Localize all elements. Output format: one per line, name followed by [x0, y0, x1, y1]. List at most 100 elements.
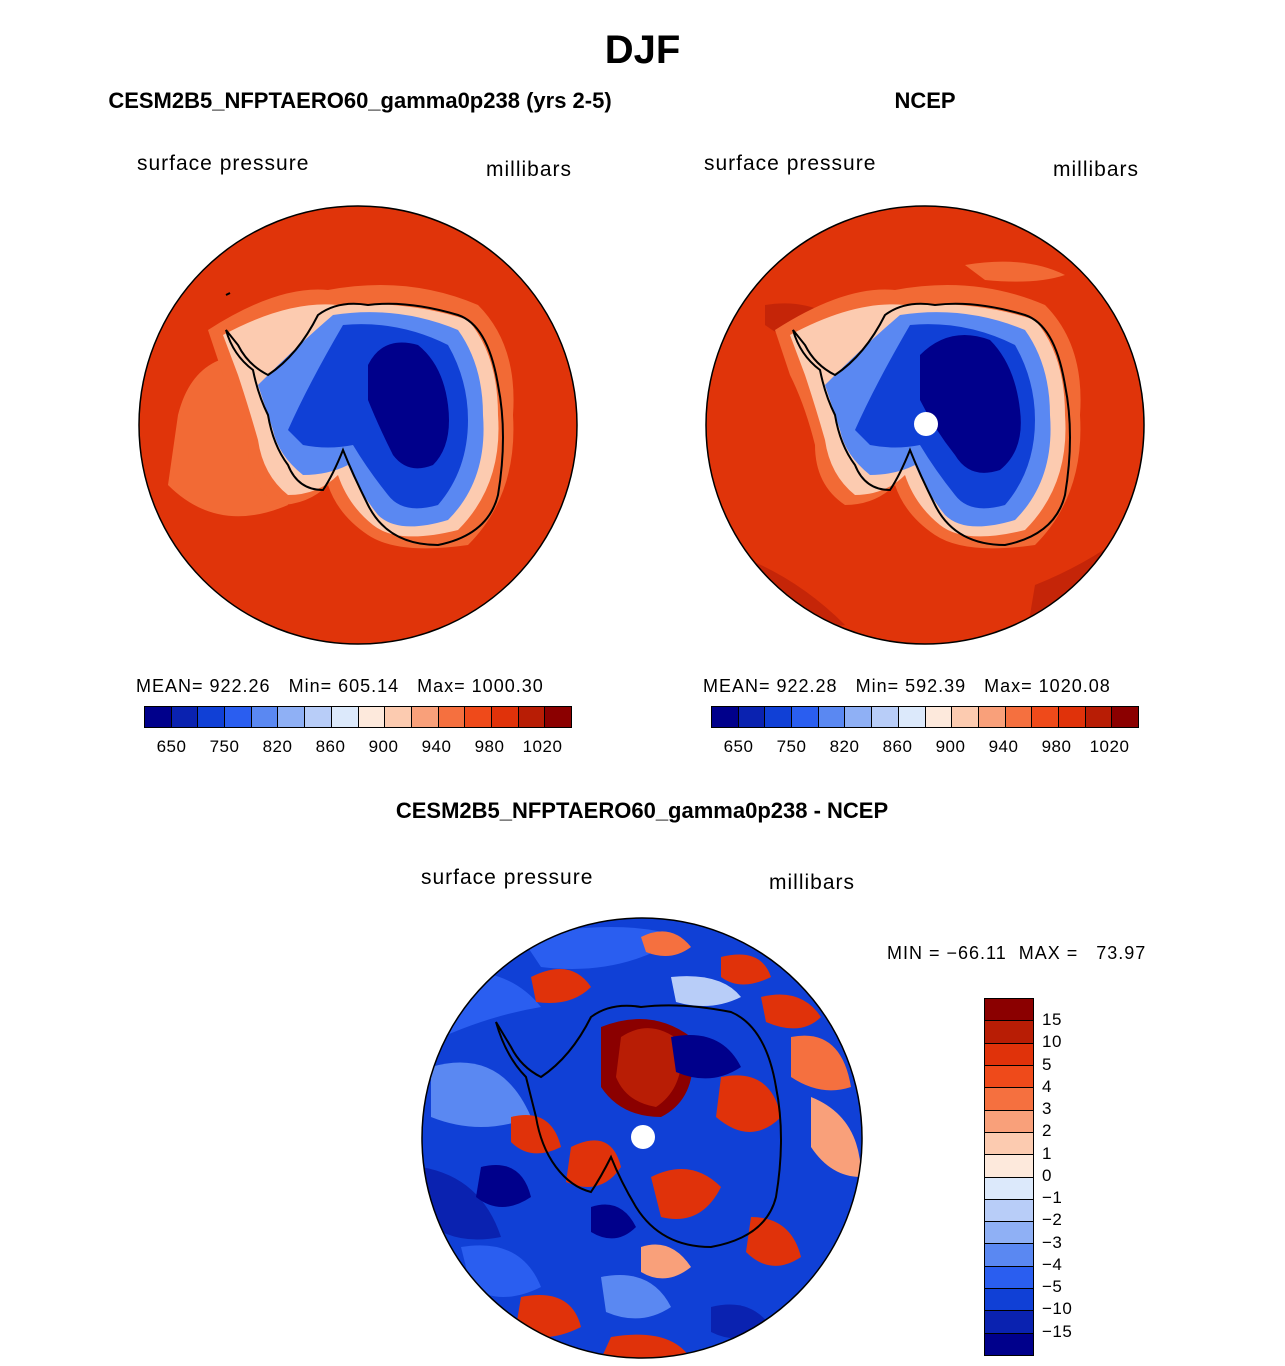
diff-colorbar-tick-label: −1 — [1042, 1188, 1063, 1207]
model-colorbar-tick-label: 750 — [209, 737, 240, 756]
obs-colorbar-swatch — [872, 707, 899, 727]
obs-colorbar-swatch — [818, 707, 846, 727]
diff-colorbar-tick-label: −3 — [1042, 1232, 1063, 1252]
diff-panel-title: CESM2B5_NFPTAERO60_gamma0p238 - NCEP — [395, 798, 889, 823]
model-colorbar-swatch — [171, 707, 199, 727]
obs-colorbar-tick-label: 820 — [829, 737, 860, 756]
model-colorbar-swatch — [491, 707, 519, 727]
model-colorbar-swatch — [251, 707, 279, 727]
diff-variable-label: surface pressure — [421, 866, 594, 889]
model-colorbar — [144, 706, 572, 728]
obs-colorbar-tick-label: 750 — [776, 737, 807, 756]
diff-colorbar-swatch — [985, 1333, 1033, 1355]
model-colorbar-swatch — [145, 707, 172, 727]
model-colorbar-tick-label: 1020 — [522, 737, 563, 756]
diff-colorbar-swatch — [985, 1065, 1033, 1089]
diff-colorbar-swatch — [985, 1132, 1033, 1156]
model-units-label: millibars — [486, 158, 573, 181]
diff-colorbar-tick-label: −15 — [1042, 1321, 1073, 1341]
diff-colorbar-tick-label: −10 — [1042, 1299, 1073, 1319]
obs-variable-label: surface pressure — [704, 152, 877, 175]
diff-colorbar-tick-label: 3 — [1042, 1099, 1052, 1118]
model-colorbar-swatch — [545, 707, 571, 727]
diff-colorbar-tick-label: 15 — [1042, 1010, 1062, 1029]
model-colorbar-swatch — [518, 707, 546, 727]
model-stats: MEAN= 922.26 Min= 605.14 Max= 1000.30 — [136, 676, 544, 696]
obs-colorbar-swatch — [898, 707, 926, 727]
diff-stats: MIN = −66.11 MAX = 73.97 — [887, 943, 1147, 963]
model-colorbar-swatch — [465, 707, 492, 727]
diff-colorbar-swatch — [985, 1110, 1033, 1133]
obs-colorbar-swatch — [712, 707, 739, 727]
diff-colorbar-swatch — [985, 1043, 1033, 1066]
obs-units-label: millibars — [1053, 158, 1140, 181]
model-colorbar-tick-label: 650 — [156, 737, 187, 756]
model-colorbar-tick-label: 900 — [368, 737, 399, 756]
obs-colorbar — [711, 706, 1139, 728]
diff-colorbar-tick-label: 2 — [1042, 1121, 1052, 1141]
obs-colorbar-swatch — [1058, 707, 1086, 727]
diff-colorbar-swatch — [985, 999, 1033, 1022]
diff-colorbar-swatch — [985, 1155, 1033, 1178]
model-variable-label: surface pressure — [137, 152, 310, 175]
obs-panel-title: NCEP — [894, 88, 956, 113]
diff-colorbar-labels: 15 10 5 4 3 2 1 0 −1 −2 −3 −4 −5 −10 −15 — [1042, 1010, 1102, 1366]
diff-colorbar-tick-label: 5 — [1042, 1054, 1052, 1074]
model-colorbar-swatch — [385, 707, 412, 727]
diff-colorbar — [984, 998, 1034, 1356]
model-colorbar-tick-label: 940 — [421, 737, 452, 756]
obs-colorbar-tick-label: 860 — [882, 737, 913, 756]
diff-colorbar-tick-label: 0 — [1042, 1165, 1052, 1185]
diff-colorbar-swatch — [985, 1266, 1033, 1290]
obs-colorbar-tick-label: 1020 — [1089, 737, 1130, 756]
diff-colorbar-tick-label: −4 — [1042, 1254, 1063, 1274]
diff-units-label: millibars — [769, 871, 856, 894]
obs-colorbar-tick-label: 900 — [935, 737, 966, 756]
obs-colorbar-swatch — [1112, 707, 1138, 727]
obs-colorbar-swatch — [845, 707, 873, 727]
diff-colorbar-swatch — [985, 1222, 1033, 1245]
model-colorbar-swatch — [411, 707, 439, 727]
diff-colorbar-swatch — [985, 1244, 1033, 1267]
model-colorbar-tick-label: 860 — [315, 737, 346, 756]
diff-polar-map — [421, 917, 863, 1359]
obs-colorbar-swatch — [765, 707, 793, 727]
model-panel-title: CESM2B5_NFPTAERO60_gamma0p238 (yrs 2-5) — [108, 88, 612, 113]
diff-colorbar-swatch — [985, 1289, 1033, 1312]
diff-colorbar-tick-label: −2 — [1042, 1210, 1063, 1230]
obs-colorbar-swatch — [952, 707, 979, 727]
model-colorbar-swatch — [331, 707, 359, 727]
diff-colorbar-swatch — [985, 1311, 1033, 1334]
model-colorbar-swatch — [305, 707, 332, 727]
model-colorbar-tick-label: 820 — [262, 737, 293, 756]
model-colorbar-swatch — [278, 707, 306, 727]
obs-colorbar-swatch — [978, 707, 1006, 727]
diff-colorbar-tick-label: 10 — [1042, 1032, 1062, 1052]
obs-colorbar-swatch — [1005, 707, 1033, 727]
model-colorbar-swatch — [358, 707, 386, 727]
diff-colorbar-swatch — [985, 1199, 1033, 1223]
diff-colorbar-swatch — [985, 1177, 1033, 1200]
obs-colorbar-swatch — [925, 707, 953, 727]
obs-colorbar-swatch — [1085, 707, 1113, 727]
model-colorbar-swatch — [225, 707, 252, 727]
diff-colorbar-swatch — [985, 1021, 1033, 1044]
figure-title: DJF — [604, 28, 681, 72]
model-colorbar-labels: 650 750 820 860 900 940 980 1020 — [145, 737, 569, 757]
model-polar-map — [138, 205, 578, 645]
diff-colorbar-swatch — [985, 1088, 1033, 1111]
model-colorbar-tick-label: 980 — [474, 737, 505, 756]
obs-colorbar-swatch — [792, 707, 819, 727]
obs-colorbar-swatch — [1032, 707, 1059, 727]
diff-colorbar-tick-label: 1 — [1042, 1143, 1052, 1163]
obs-colorbar-tick-label: 650 — [723, 737, 754, 756]
obs-colorbar-labels: 650 750 820 860 900 940 980 1020 — [712, 737, 1136, 757]
obs-polar-map — [705, 205, 1145, 645]
obs-colorbar-tick-label: 940 — [988, 737, 1019, 756]
model-colorbar-swatch — [438, 707, 466, 727]
model-colorbar-swatch — [198, 707, 226, 727]
diff-colorbar-tick-label: −5 — [1042, 1277, 1063, 1296]
diff-colorbar-tick-label: 4 — [1042, 1076, 1052, 1096]
obs-colorbar-tick-label: 980 — [1041, 737, 1072, 756]
obs-stats: MEAN= 922.28 Min= 592.39 Max= 1020.08 — [703, 676, 1111, 696]
